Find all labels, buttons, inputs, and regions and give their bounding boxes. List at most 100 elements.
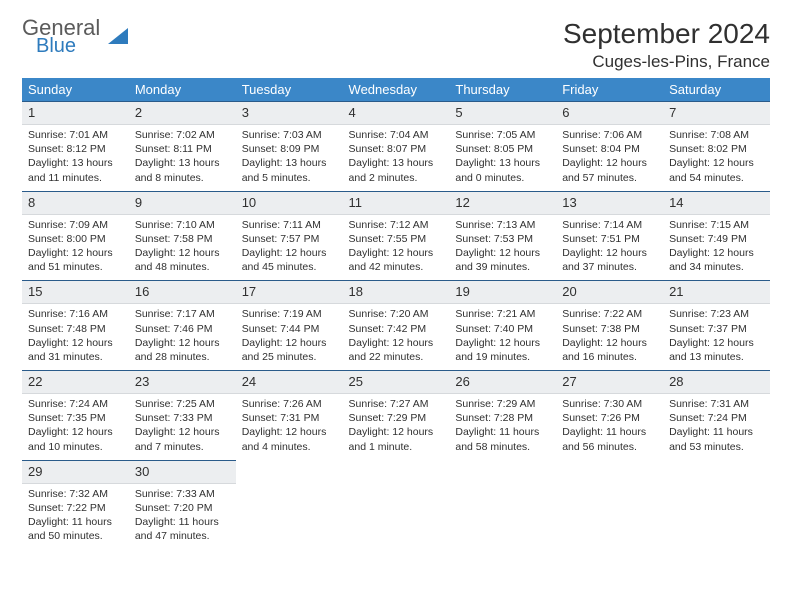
calendar-head: SundayMondayTuesdayWednesdayThursdayFrid…	[22, 78, 770, 101]
day-info: Sunrise: 7:30 AMSunset: 7:26 PMDaylight:…	[556, 394, 663, 460]
calendar-cell: 1Sunrise: 7:01 AMSunset: 8:12 PMDaylight…	[22, 101, 129, 191]
day-number-wrap: 7	[663, 102, 770, 125]
day-info: Sunrise: 7:04 AMSunset: 8:07 PMDaylight:…	[343, 125, 450, 191]
daylight-line: Daylight: 12 hours and 42 minutes.	[349, 246, 444, 274]
day-number-wrap: 1	[22, 102, 129, 125]
sunrise-line: Sunrise: 7:03 AM	[242, 128, 337, 142]
sunrise-line: Sunrise: 7:26 AM	[242, 397, 337, 411]
daylight-line: Daylight: 11 hours and 47 minutes.	[135, 515, 230, 543]
sunrise-line: Sunrise: 7:21 AM	[455, 307, 550, 321]
calendar-cell: 10Sunrise: 7:11 AMSunset: 7:57 PMDayligh…	[236, 191, 343, 281]
day-info: Sunrise: 7:26 AMSunset: 7:31 PMDaylight:…	[236, 394, 343, 460]
day-number-wrap: 4	[343, 102, 450, 125]
sunrise-line: Sunrise: 7:23 AM	[669, 307, 764, 321]
day-number: 15	[28, 284, 42, 299]
sunset-line: Sunset: 7:40 PM	[455, 322, 550, 336]
day-info: Sunrise: 7:27 AMSunset: 7:29 PMDaylight:…	[343, 394, 450, 460]
day-header: Sunday	[22, 78, 129, 101]
day-number: 26	[455, 374, 469, 389]
daylight-line: Daylight: 12 hours and 37 minutes.	[562, 246, 657, 274]
calendar-cell: 20Sunrise: 7:22 AMSunset: 7:38 PMDayligh…	[556, 280, 663, 370]
calendar-cell	[236, 460, 343, 550]
sunrise-line: Sunrise: 7:17 AM	[135, 307, 230, 321]
day-number-wrap: 25	[343, 371, 450, 394]
calendar-cell	[343, 460, 450, 550]
sunrise-line: Sunrise: 7:14 AM	[562, 218, 657, 232]
sunrise-line: Sunrise: 7:32 AM	[28, 487, 123, 501]
calendar-cell: 9Sunrise: 7:10 AMSunset: 7:58 PMDaylight…	[129, 191, 236, 281]
day-cell: 22Sunrise: 7:24 AMSunset: 7:35 PMDayligh…	[22, 370, 129, 460]
sunset-line: Sunset: 7:33 PM	[135, 411, 230, 425]
calendar-cell	[449, 460, 556, 550]
day-number: 27	[562, 374, 576, 389]
day-cell: 1Sunrise: 7:01 AMSunset: 8:12 PMDaylight…	[22, 101, 129, 191]
day-cell: 14Sunrise: 7:15 AMSunset: 7:49 PMDayligh…	[663, 191, 770, 281]
day-cell: 5Sunrise: 7:05 AMSunset: 8:05 PMDaylight…	[449, 101, 556, 191]
day-number-wrap: 13	[556, 192, 663, 215]
sunrise-line: Sunrise: 7:01 AM	[28, 128, 123, 142]
daylight-line: Daylight: 12 hours and 19 minutes.	[455, 336, 550, 364]
day-info: Sunrise: 7:21 AMSunset: 7:40 PMDaylight:…	[449, 304, 556, 370]
sunset-line: Sunset: 7:26 PM	[562, 411, 657, 425]
sunrise-line: Sunrise: 7:13 AM	[455, 218, 550, 232]
day-info: Sunrise: 7:05 AMSunset: 8:05 PMDaylight:…	[449, 125, 556, 191]
day-info: Sunrise: 7:12 AMSunset: 7:55 PMDaylight:…	[343, 215, 450, 281]
location: Cuges-les-Pins, France	[563, 52, 770, 72]
day-number: 4	[349, 105, 356, 120]
day-info: Sunrise: 7:19 AMSunset: 7:44 PMDaylight:…	[236, 304, 343, 370]
day-cell: 16Sunrise: 7:17 AMSunset: 7:46 PMDayligh…	[129, 280, 236, 370]
sunset-line: Sunset: 7:28 PM	[455, 411, 550, 425]
sunrise-line: Sunrise: 7:20 AM	[349, 307, 444, 321]
day-header: Tuesday	[236, 78, 343, 101]
sunset-line: Sunset: 7:51 PM	[562, 232, 657, 246]
day-info: Sunrise: 7:29 AMSunset: 7:28 PMDaylight:…	[449, 394, 556, 460]
day-info: Sunrise: 7:02 AMSunset: 8:11 PMDaylight:…	[129, 125, 236, 191]
day-cell: 23Sunrise: 7:25 AMSunset: 7:33 PMDayligh…	[129, 370, 236, 460]
day-number-wrap: 29	[22, 461, 129, 484]
day-number: 28	[669, 374, 683, 389]
calendar-cell: 3Sunrise: 7:03 AMSunset: 8:09 PMDaylight…	[236, 101, 343, 191]
day-info: Sunrise: 7:24 AMSunset: 7:35 PMDaylight:…	[22, 394, 129, 460]
sunrise-line: Sunrise: 7:27 AM	[349, 397, 444, 411]
day-cell: 26 Sunrise: 7:29 AMSunset: 7:28 PMDayligh…	[449, 370, 556, 460]
calendar-cell	[556, 460, 663, 550]
day-cell: 12Sunrise: 7:13 AMSunset: 7:53 PMDayligh…	[449, 191, 556, 281]
sunset-line: Sunset: 7:48 PM	[28, 322, 123, 336]
day-info: Sunrise: 7:03 AMSunset: 8:09 PMDaylight:…	[236, 125, 343, 191]
day-number-wrap: 28	[663, 371, 770, 394]
day-number: 18	[349, 284, 363, 299]
calendar-cell: 14Sunrise: 7:15 AMSunset: 7:49 PMDayligh…	[663, 191, 770, 281]
calendar-cell: 19 Sunrise: 7:21 AMSunset: 7:40 PMDayligh…	[449, 280, 556, 370]
calendar-cell: 16Sunrise: 7:17 AMSunset: 7:46 PMDayligh…	[129, 280, 236, 370]
sunset-line: Sunset: 7:31 PM	[242, 411, 337, 425]
calendar-cell: 12Sunrise: 7:13 AMSunset: 7:53 PMDayligh…	[449, 191, 556, 281]
sunrise-line: Sunrise: 7:30 AM	[562, 397, 657, 411]
day-cell: 27 Sunrise: 7:30 AMSunset: 7:26 PMDayligh…	[556, 370, 663, 460]
day-cell: 17 Sunrise: 7:19 AMSunset: 7:44 PMDayligh…	[236, 280, 343, 370]
calendar-cell: 8Sunrise: 7:09 AMSunset: 8:00 PMDaylight…	[22, 191, 129, 281]
day-number: 23	[135, 374, 149, 389]
day-number: 13	[562, 195, 576, 210]
calendar-cell: 15Sunrise: 7:16 AMSunset: 7:48 PMDayligh…	[22, 280, 129, 370]
day-number-wrap: 9	[129, 192, 236, 215]
day-number: 17	[242, 284, 256, 299]
day-number: 12	[455, 195, 469, 210]
calendar-cell: 30Sunrise: 7:33 AMSunset: 7:20 PMDayligh…	[129, 460, 236, 550]
day-info: Sunrise: 7:01 AMSunset: 8:12 PMDaylight:…	[22, 125, 129, 191]
day-cell: 15Sunrise: 7:16 AMSunset: 7:48 PMDayligh…	[22, 280, 129, 370]
sunset-line: Sunset: 8:11 PM	[135, 142, 230, 156]
day-number-wrap: 19	[449, 281, 556, 304]
daylight-line: Daylight: 11 hours and 58 minutes.	[455, 425, 550, 453]
day-number-wrap: 2	[129, 102, 236, 125]
sunrise-line: Sunrise: 7:04 AM	[349, 128, 444, 142]
day-info: Sunrise: 7:08 AMSunset: 8:02 PMDaylight:…	[663, 125, 770, 191]
daylight-line: Daylight: 13 hours and 11 minutes.	[28, 156, 123, 184]
sunrise-line: Sunrise: 7:29 AM	[455, 397, 550, 411]
day-cell: 6Sunrise: 7:06 AMSunset: 8:04 PMDaylight…	[556, 101, 663, 191]
sunset-line: Sunset: 7:37 PM	[669, 322, 764, 336]
daylight-line: Daylight: 12 hours and 10 minutes.	[28, 425, 123, 453]
day-info: Sunrise: 7:20 AMSunset: 7:42 PMDaylight:…	[343, 304, 450, 370]
sunset-line: Sunset: 8:09 PM	[242, 142, 337, 156]
calendar-week: 15Sunrise: 7:16 AMSunset: 7:48 PMDayligh…	[22, 280, 770, 370]
day-number: 19	[455, 284, 469, 299]
